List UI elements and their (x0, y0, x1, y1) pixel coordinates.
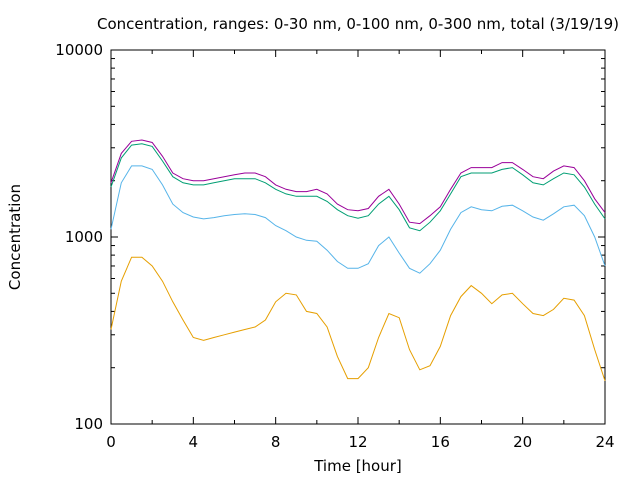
x-tick-label: 8 (271, 433, 281, 451)
x-tick-label: 0 (106, 433, 116, 451)
x-tick-label: 24 (595, 433, 614, 451)
y-tick-labels: 100 1000 10000 (55, 41, 103, 433)
series-line-4 (110, 256, 606, 382)
x-tick-labels: 0 4 8 12 16 20 24 (106, 433, 614, 451)
y-tick-label: 1000 (65, 228, 103, 246)
y-tick-label: 10000 (55, 41, 103, 59)
x-tick-label: 12 (348, 433, 367, 451)
axis-ticks (110, 49, 606, 425)
plot-area-frame (110, 49, 606, 425)
x-tick-label: 20 (513, 433, 532, 451)
x-tick-label: 4 (189, 433, 199, 451)
series-line-2 (110, 143, 606, 232)
series-line-3 (110, 165, 606, 274)
series-lines (110, 139, 606, 382)
x-tick-label: 16 (431, 433, 450, 451)
y-axis-label: Concentration (6, 184, 24, 290)
chart-title: Concentration, ranges: 0-30 nm, 0-100 nm… (97, 15, 619, 33)
y-tick-label: 100 (74, 415, 103, 433)
x-axis-label: Time [hour] (313, 457, 402, 475)
series-line-1 (110, 139, 606, 225)
